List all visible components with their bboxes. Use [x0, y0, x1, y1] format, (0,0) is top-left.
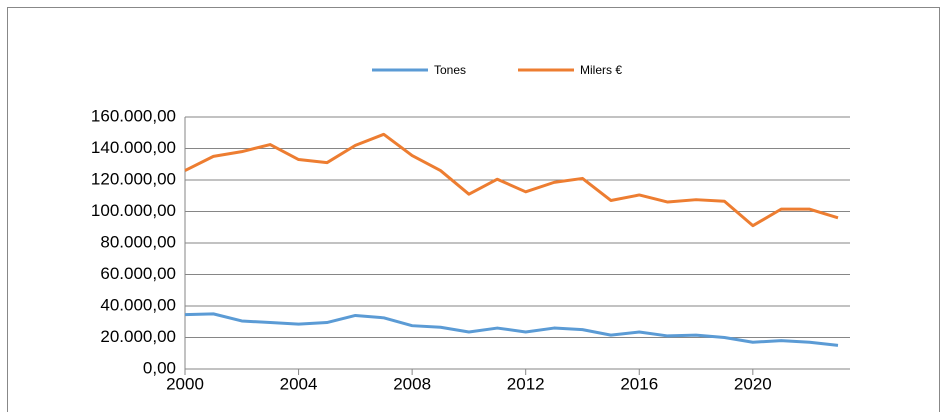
x-tick-label: 2000 — [166, 374, 204, 393]
legend-label: Milers € — [580, 63, 622, 77]
y-tick-label: 120.000,00 — [91, 169, 176, 188]
x-tick-label: 2020 — [734, 374, 772, 393]
y-tick-label: 160.000,00 — [91, 106, 176, 125]
series-line — [184, 312, 839, 347]
series-line — [184, 132, 839, 228]
y-tick-label: 60.000,00 — [100, 264, 176, 283]
y-tick-label: 80.000,00 — [100, 232, 176, 251]
y-tick-label: 100.000,00 — [91, 201, 176, 220]
y-tick-label: 0,00 — [143, 358, 176, 377]
x-tick-label: 2016 — [620, 374, 658, 393]
y-tick-label: 20.000,00 — [100, 327, 176, 346]
y-tick-label: 40.000,00 — [100, 295, 176, 314]
legend-label: Tones — [434, 63, 466, 77]
x-tick-label: 2004 — [280, 374, 318, 393]
x-tick-label: 2012 — [507, 374, 545, 393]
y-tick-label: 140.000,00 — [91, 138, 176, 157]
x-tick-label: 2008 — [393, 374, 431, 393]
